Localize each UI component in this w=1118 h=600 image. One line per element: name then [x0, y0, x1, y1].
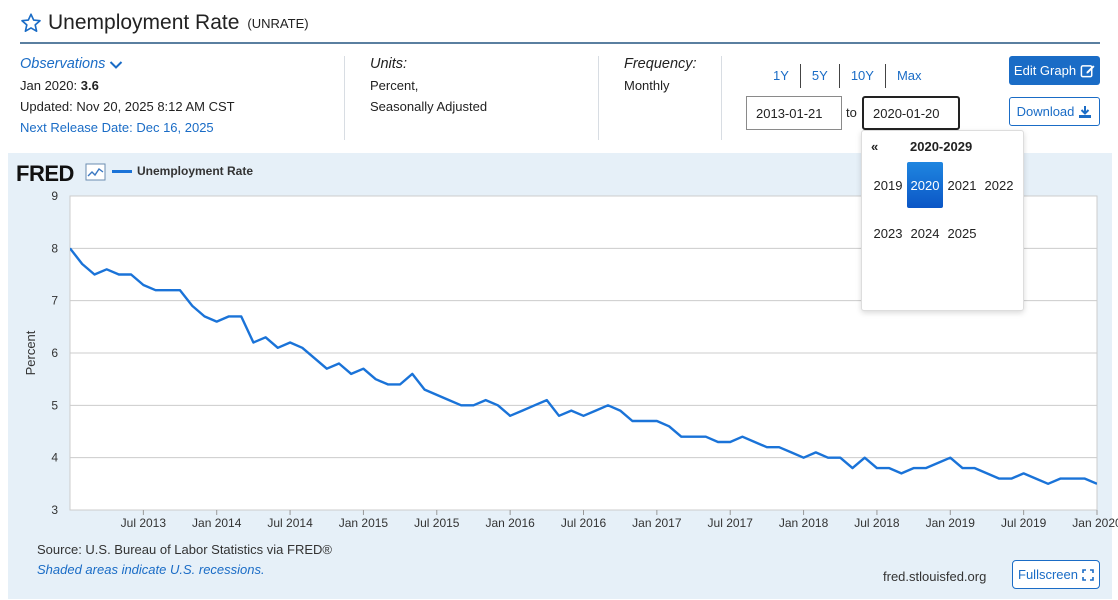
- download-label: Download: [1016, 104, 1075, 119]
- y-tick-label: 3: [51, 503, 58, 517]
- y-tick-label: 6: [51, 346, 58, 360]
- series-line-unemployment-rate: [70, 247, 1097, 485]
- x-tick-label: Jan 2018: [779, 516, 829, 530]
- fred-logo: FRED: [16, 161, 74, 187]
- x-tick-label: Jul 2015: [414, 516, 460, 530]
- header-divider: [20, 42, 1100, 44]
- start-date-input[interactable]: [746, 96, 842, 130]
- year-option[interactable]: 2022: [984, 177, 1014, 193]
- x-tick-label: Jan 2015: [339, 516, 389, 530]
- to-label: to: [846, 105, 857, 120]
- range-5y-button[interactable]: 5Y: [801, 64, 840, 88]
- frequency-value: Monthly: [624, 78, 670, 93]
- year-option[interactable]: 2023: [873, 225, 903, 241]
- graph-icon: [85, 163, 106, 181]
- y-tick-label: 8: [51, 241, 58, 255]
- fullscreen-button[interactable]: Fullscreen: [1012, 560, 1100, 589]
- chart-legend: Unemployment Rate: [112, 164, 253, 178]
- range-10y-button[interactable]: 10Y: [840, 64, 886, 88]
- legend-swatch: [112, 169, 132, 173]
- source-text: Source: U.S. Bureau of Labor Statistics …: [37, 542, 332, 557]
- column-divider: [721, 56, 722, 140]
- end-date-input[interactable]: [862, 96, 960, 130]
- x-tick-label: Jan 2016: [485, 516, 535, 530]
- x-tick-label: Jul 2013: [121, 516, 167, 530]
- latest-value: 3.6: [80, 78, 99, 93]
- latest-observation: Jan 2020: 3.6: [20, 75, 235, 96]
- x-tick-label: Jan 2020: [1072, 516, 1118, 530]
- range-buttons: 1Y 5Y 10Y Max: [762, 64, 933, 88]
- x-tick-label: Jul 2014: [267, 516, 313, 530]
- download-button[interactable]: Download: [1009, 97, 1100, 126]
- page-header: Unemployment Rate (UNRATE): [20, 8, 309, 38]
- x-tick-label: Jan 2014: [192, 516, 242, 530]
- next-release-link[interactable]: Next Release Date: Dec 16, 2025: [20, 120, 214, 135]
- y-tick-label: 9: [51, 189, 58, 203]
- observations-panel: Observations Jan 2020: 3.6 Updated: Nov …: [20, 54, 235, 138]
- year-option[interactable]: 2019: [873, 177, 903, 193]
- x-tick-label: Jul 2016: [561, 516, 607, 530]
- download-icon: [1079, 105, 1092, 118]
- frequency-label: Frequency:: [624, 56, 697, 72]
- range-max-button[interactable]: Max: [896, 68, 922, 83]
- units-adjustment: Seasonally Adjusted: [370, 99, 488, 114]
- year-option[interactable]: 2021: [947, 177, 977, 193]
- y-tick-label: 5: [51, 398, 58, 412]
- picker-prev-button[interactable]: «: [871, 139, 879, 154]
- x-tick-label: Jul 2019: [1001, 516, 1047, 530]
- x-tick-label: Jul 2017: [708, 516, 754, 530]
- year-picker: « 2020-2029 2019 2020 2021 2022 2023 202…: [861, 130, 1024, 311]
- y-axis-label: Percent: [23, 330, 38, 375]
- page-title: Unemployment Rate: [48, 11, 240, 34]
- observations-toggle[interactable]: Observations: [20, 54, 235, 75]
- units-value: Percent,: [370, 78, 419, 93]
- frequency-panel: Frequency: Monthly: [624, 54, 697, 96]
- year-option-selected[interactable]: 2020: [907, 162, 943, 208]
- range-1y-button[interactable]: 1Y: [762, 64, 801, 88]
- picker-decade-label: 2020-2029: [910, 139, 973, 154]
- x-tick-label: Jul 2018: [854, 516, 900, 530]
- fullscreen-icon: [1082, 568, 1094, 581]
- column-divider: [344, 56, 345, 140]
- updated-text: Updated: Nov 20, 2025 8:12 AM CST: [20, 99, 235, 114]
- observations-label: Observations: [20, 56, 106, 72]
- fred-url: fred.stlouisfed.org: [883, 569, 987, 584]
- edit-icon: [1080, 65, 1095, 78]
- y-tick-label: 7: [51, 294, 58, 308]
- units-panel: Units: Percent, Seasonally Adjusted: [370, 54, 487, 117]
- x-tick-label: Jan 2019: [926, 516, 976, 530]
- latest-date: Jan 2020:: [20, 78, 78, 93]
- chevron-down-icon: [110, 60, 123, 69]
- edit-graph-label: Edit Graph: [1013, 63, 1077, 78]
- fred-logo-text: FRED: [16, 161, 74, 186]
- year-option[interactable]: 2024: [910, 225, 940, 241]
- legend-label: Unemployment Rate: [137, 164, 254, 178]
- edit-graph-button[interactable]: Edit Graph: [1009, 56, 1100, 85]
- x-tick-label: Jan 2017: [632, 516, 682, 530]
- y-tick-label: 4: [51, 451, 58, 465]
- year-option[interactable]: 2025: [947, 225, 977, 241]
- column-divider: [598, 56, 599, 140]
- fullscreen-label: Fullscreen: [1018, 567, 1078, 582]
- units-label: Units:: [370, 56, 408, 72]
- recession-note: Shaded areas indicate U.S. recessions.: [37, 562, 265, 577]
- series-id: (UNRATE): [247, 15, 309, 31]
- star-icon[interactable]: [20, 12, 42, 34]
